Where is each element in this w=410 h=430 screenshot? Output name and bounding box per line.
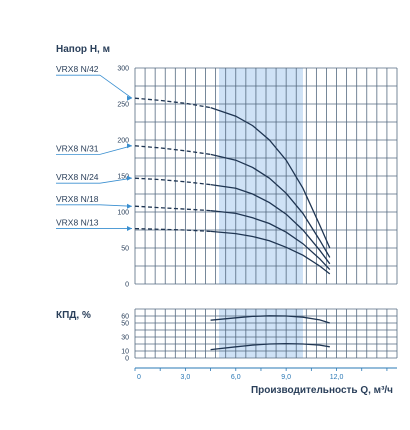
x-tick-label: 12,0: [330, 374, 344, 381]
series-label-arrow: [127, 175, 132, 181]
series-label-arrow: [127, 226, 132, 232]
x-axis-title: Производительность Q, м³/ч: [251, 385, 393, 396]
x-tick-label: 0: [137, 374, 141, 381]
head-tick-label: 150: [117, 174, 129, 181]
series-label-arrow: [127, 143, 132, 149]
head-curve-dashed: [134, 205, 211, 212]
series-label-leader: [99, 74, 133, 99]
x-tick-label: 3,0: [181, 374, 191, 381]
head-tick-label: 100: [117, 210, 129, 217]
efficiency-axis-title: КПД, %: [56, 310, 91, 321]
head-curve: [210, 106, 331, 249]
series-label: VRX8 N/13: [56, 218, 99, 228]
head-tick-label: 300: [117, 66, 129, 73]
series-label-leader: [99, 204, 133, 207]
series-label: VRX8 N/31: [56, 143, 99, 153]
head-tick-label: 50: [121, 246, 129, 253]
head-tick-label: 0: [125, 282, 129, 289]
head-curve: [210, 183, 331, 265]
efficiency-tick-label: 10: [121, 349, 129, 356]
curve-layer: [134, 97, 331, 351]
head-curve-dashed: [134, 177, 211, 186]
head-curve: [210, 153, 331, 258]
series-label: VRX8 N/42: [56, 64, 99, 74]
head-curve: [210, 209, 331, 271]
efficiency-tick-label: 30: [121, 335, 129, 342]
efficiency-tick-label: 50: [121, 321, 129, 328]
series-label: VRX8 N/24: [56, 172, 99, 182]
series-label-arrow: [127, 95, 132, 101]
working-range-band-efficiency: [218, 309, 303, 358]
head-tick-label: 200: [117, 138, 129, 145]
series-label: VRX8 N/18: [56, 194, 99, 204]
series-label-leader: [99, 177, 133, 184]
head-axis-title: Напор H, м: [56, 44, 110, 55]
efficiency-tick-label: 60: [121, 314, 129, 321]
head-curve-dashed: [134, 97, 211, 109]
x-tick-label: 6,0: [231, 374, 241, 381]
grid-layer: [134, 67, 398, 371]
head-curve-dashed: [134, 145, 211, 156]
series-label-leader: [99, 145, 133, 155]
head-tick-label: 250: [117, 102, 129, 109]
series-label-arrow: [127, 203, 132, 209]
efficiency-tick-label: 0: [125, 356, 129, 363]
efficiency-curve: [210, 315, 330, 324]
head-curve: [210, 230, 331, 275]
x-tick-label: 9,0: [281, 374, 291, 381]
efficiency-curve: [210, 342, 330, 351]
series-label-layer: VRX8 N/42 VRX8 N/31 VRX8 N/24 VRX8 N/18 VRX8…: [56, 64, 133, 232]
